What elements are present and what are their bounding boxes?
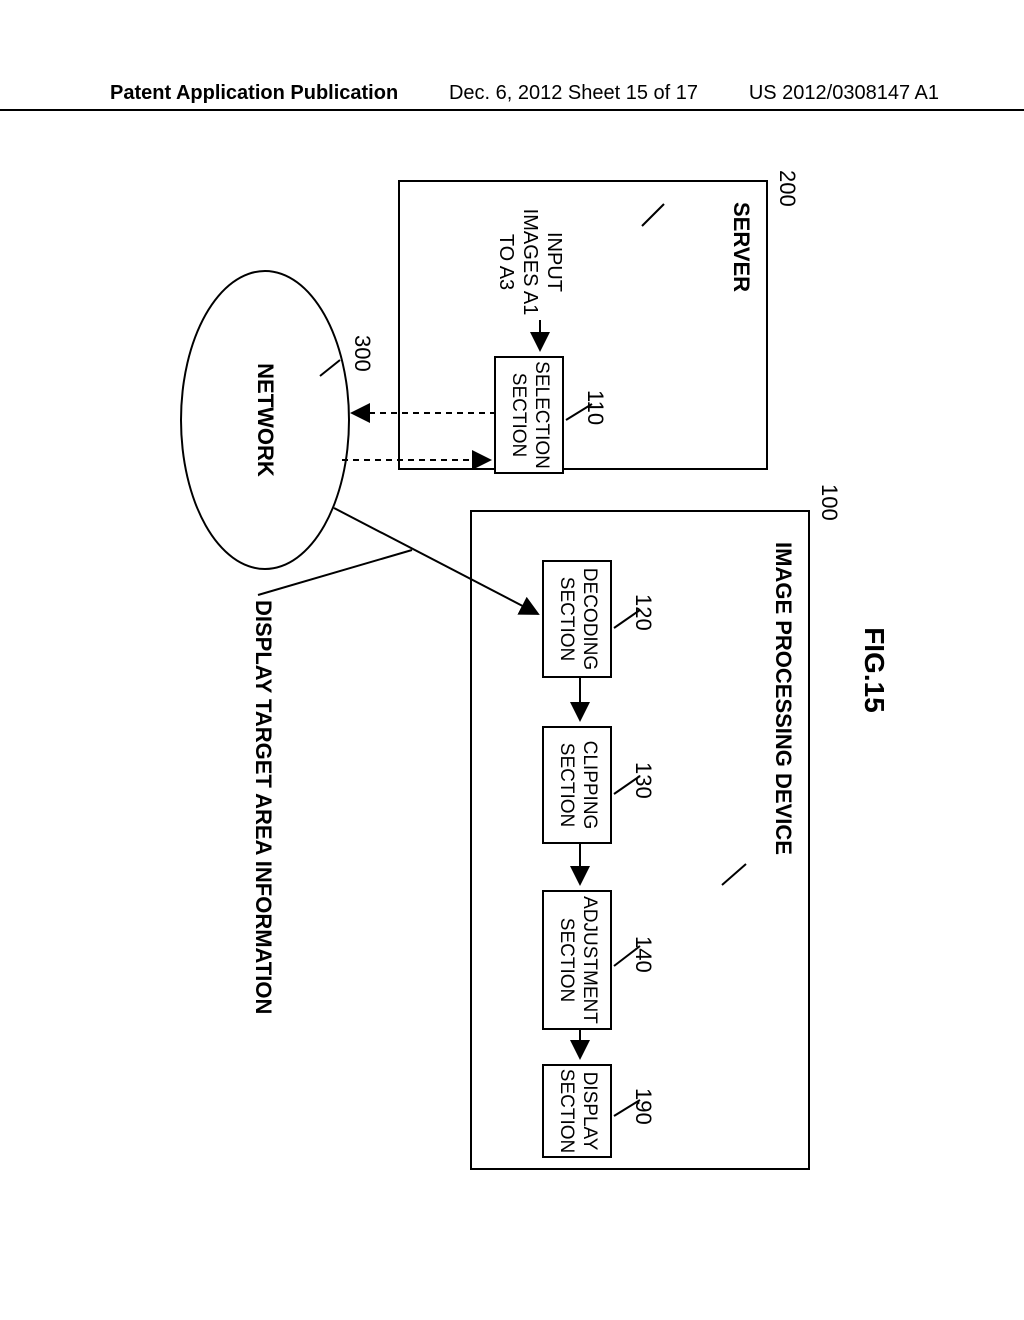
network-label: NETWORK xyxy=(252,363,278,477)
ref-100: 100 xyxy=(816,484,842,521)
adjustment-section-box: ADJUSTMENT SECTION xyxy=(542,890,612,1030)
adjustment-section-label: ADJUSTMENT SECTION xyxy=(554,896,600,1024)
header-right: US 2012/0308147 A1 xyxy=(749,82,939,105)
decoding-section-box: DECODING SECTION xyxy=(542,560,612,678)
figure-title: FIG.15 xyxy=(858,627,890,713)
input-images-label: INPUT IMAGES A1 TO A3 xyxy=(494,202,566,322)
ref-300: 300 xyxy=(349,335,375,372)
device-label: IMAGE PROCESSING DEVICE xyxy=(770,542,796,855)
ref-110: 110 xyxy=(582,390,608,425)
network-ellipse: NETWORK xyxy=(180,270,350,570)
ref-140: 140 xyxy=(630,936,656,973)
header-left: Patent Application Publication xyxy=(110,82,398,105)
display-section-box: DISPLAY SECTION xyxy=(542,1064,612,1158)
clipping-section-label: CLIPPING SECTION xyxy=(554,732,600,838)
decoding-section-label: DECODING SECTION xyxy=(554,566,600,672)
patent-header: Patent Application Publication Dec. 6, 2… xyxy=(0,82,1024,111)
server-container: SERVER INPUT IMAGES A1 TO A3 SELECTION S… xyxy=(398,180,768,470)
clipping-section-box: CLIPPING SECTION xyxy=(542,726,612,844)
ref-120: 120 xyxy=(630,594,656,631)
ref-130: 130 xyxy=(630,762,656,799)
display-target-area-info-label: DISPLAY TARGET AREA INFORMATION xyxy=(250,600,276,1014)
ref-200: 200 xyxy=(774,170,800,207)
content-area: FIG.15 SERVER INPUT IMAGES A1 TO A3 SELE… xyxy=(90,140,930,1200)
page: Patent Application Publication Dec. 6, 2… xyxy=(0,0,1024,1320)
selection-section-box: SELECTION SECTION xyxy=(494,356,564,474)
device-container: IMAGE PROCESSING DEVICE DECODING SECTION… xyxy=(470,510,810,1170)
ref-190: 190 xyxy=(630,1088,656,1125)
header-center: Dec. 6, 2012 Sheet 15 of 17 xyxy=(449,82,698,105)
display-section-label: DISPLAY SECTION xyxy=(554,1069,600,1153)
server-label: SERVER xyxy=(728,202,754,292)
diagram: FIG.15 SERVER INPUT IMAGES A1 TO A3 SELE… xyxy=(130,150,890,1190)
selection-section-label: SELECTION SECTION xyxy=(506,361,552,469)
